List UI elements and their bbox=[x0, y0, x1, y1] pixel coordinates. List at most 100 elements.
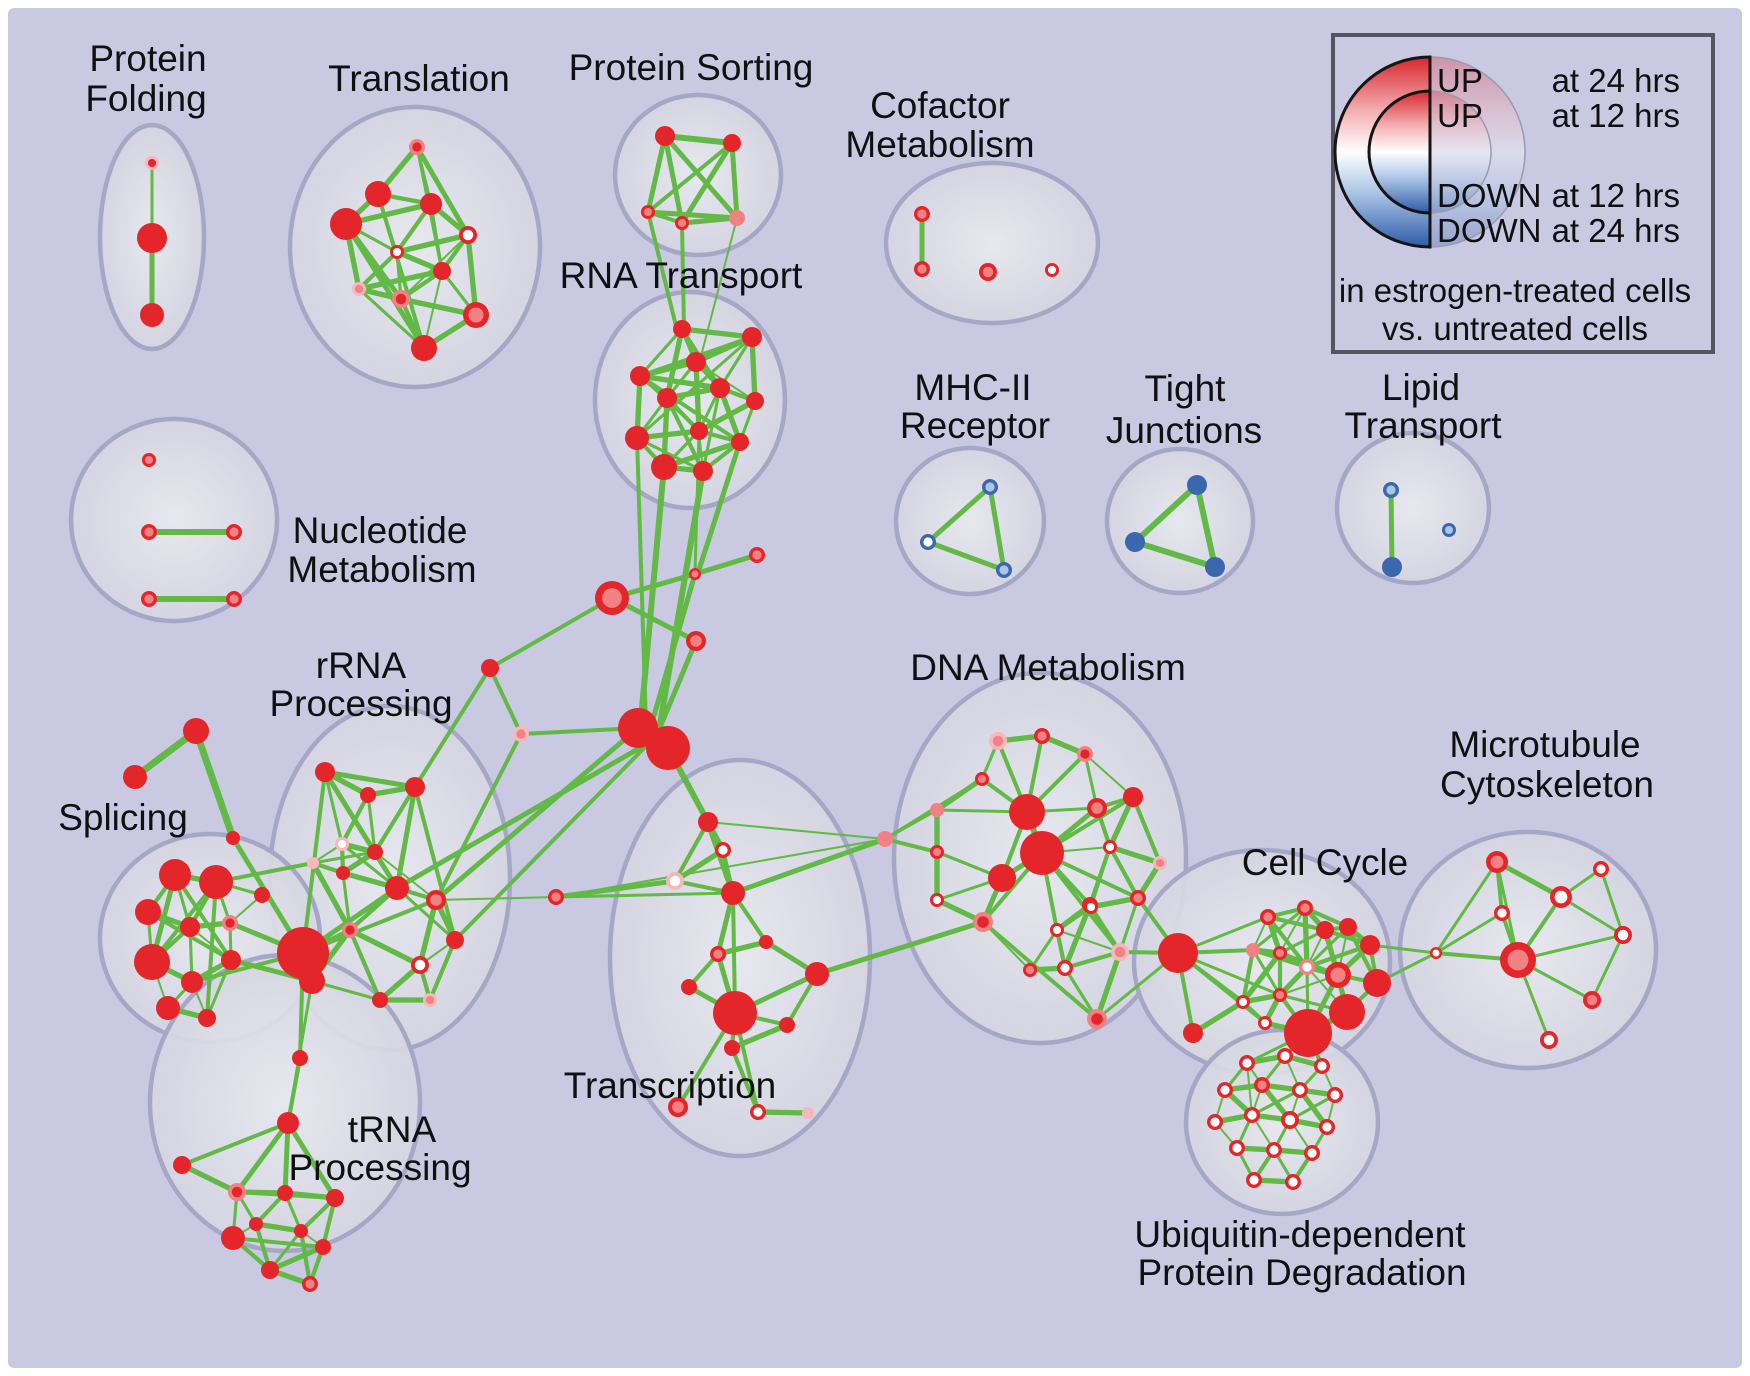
microtubule-cytoskeleton-node[interactable] bbox=[1494, 905, 1510, 921]
rna-transport-node[interactable] bbox=[625, 426, 649, 450]
dna-metabolism-node[interactable] bbox=[1057, 960, 1073, 976]
dna-metabolism-node[interactable] bbox=[1087, 1009, 1107, 1029]
rna-transport-node[interactable] bbox=[630, 366, 650, 386]
dna-metabolism-node[interactable] bbox=[1009, 794, 1045, 830]
rna-transport-node[interactable] bbox=[657, 388, 677, 408]
ubiquitin-degradation-node[interactable] bbox=[1229, 1140, 1245, 1156]
connector-node[interactable] bbox=[183, 718, 209, 744]
dna-metabolism-node[interactable] bbox=[1111, 943, 1129, 961]
nucleotide-metabolism-node[interactable] bbox=[142, 453, 156, 467]
ubiquitin-degradation-node[interactable] bbox=[1285, 1174, 1301, 1190]
translation-node[interactable] bbox=[459, 226, 477, 244]
ubiquitin-degradation-node[interactable] bbox=[1304, 1145, 1320, 1161]
cell-cycle-node[interactable] bbox=[1339, 918, 1357, 936]
rna-transport-node[interactable] bbox=[686, 352, 706, 372]
connector-node[interactable] bbox=[689, 568, 701, 580]
splicing-node[interactable] bbox=[254, 887, 270, 903]
trna-processing-node[interactable] bbox=[277, 1112, 299, 1134]
cell-cycle-node[interactable] bbox=[1284, 1009, 1332, 1057]
dna-metabolism-node[interactable] bbox=[1020, 831, 1064, 875]
splicing-node[interactable] bbox=[159, 859, 191, 891]
transcription-node[interactable] bbox=[805, 962, 829, 986]
translation-node[interactable] bbox=[330, 208, 362, 240]
rrna-processing-node[interactable] bbox=[342, 922, 358, 938]
rrna-processing-node[interactable] bbox=[335, 837, 349, 851]
microtubule-cytoskeleton-node[interactable] bbox=[1430, 947, 1442, 959]
trna-processing-node[interactable] bbox=[228, 1183, 246, 1201]
connector-node[interactable] bbox=[877, 831, 893, 847]
dna-metabolism-node[interactable] bbox=[1050, 923, 1064, 937]
dna-metabolism-node[interactable] bbox=[1103, 840, 1117, 854]
trna-processing-node[interactable] bbox=[315, 1239, 331, 1255]
protein-folding-node[interactable] bbox=[145, 156, 159, 170]
rrna-processing-node[interactable] bbox=[315, 762, 335, 782]
trna-processing-node[interactable] bbox=[294, 1224, 308, 1238]
lipid-transport-node[interactable] bbox=[1383, 482, 1399, 498]
rna-transport-node[interactable] bbox=[693, 461, 713, 481]
dna-metabolism-node[interactable] bbox=[975, 772, 989, 786]
dna-metabolism-node[interactable] bbox=[988, 864, 1016, 892]
dna-metabolism-node[interactable] bbox=[1130, 890, 1146, 906]
transcription-node[interactable] bbox=[668, 1097, 688, 1117]
rrna-processing-node[interactable] bbox=[423, 993, 437, 1007]
transcription-node[interactable] bbox=[724, 1040, 740, 1056]
transcription-node[interactable] bbox=[715, 842, 731, 858]
tight-junctions-node[interactable] bbox=[1125, 532, 1145, 552]
cell-cycle-node[interactable] bbox=[1236, 995, 1250, 1009]
nucleotide-metabolism-node[interactable] bbox=[141, 524, 157, 540]
cell-cycle-node[interactable] bbox=[1258, 1016, 1272, 1030]
cell-cycle-node[interactable] bbox=[1260, 909, 1276, 925]
cell-cycle-node[interactable] bbox=[1273, 988, 1287, 1002]
cofactor-metabolism-node[interactable] bbox=[914, 261, 930, 277]
microtubule-cytoskeleton-node[interactable] bbox=[1500, 942, 1536, 978]
splicing-node[interactable] bbox=[199, 865, 233, 899]
translation-node[interactable] bbox=[352, 282, 366, 296]
ubiquitin-degradation-node[interactable] bbox=[1266, 1142, 1282, 1158]
translation-node[interactable] bbox=[409, 139, 425, 155]
protein-sorting-node[interactable] bbox=[723, 134, 741, 152]
trna-processing-node[interactable] bbox=[261, 1261, 279, 1279]
rrna-processing-node[interactable] bbox=[426, 890, 446, 910]
splicing-node[interactable] bbox=[134, 944, 170, 980]
transcription-node[interactable] bbox=[713, 991, 757, 1035]
connector-node[interactable] bbox=[481, 659, 499, 677]
splicing-node[interactable] bbox=[135, 899, 161, 925]
microtubule-cytoskeleton-node[interactable] bbox=[1540, 1031, 1558, 1049]
splicing-node[interactable] bbox=[181, 971, 203, 993]
mhc-ii-receptor-node[interactable] bbox=[982, 479, 998, 495]
dna-metabolism-node[interactable] bbox=[1153, 856, 1167, 870]
cofactor-metabolism-node[interactable] bbox=[914, 206, 930, 222]
translation-node[interactable] bbox=[433, 262, 451, 280]
ubiquitin-degradation-node[interactable] bbox=[1281, 1111, 1299, 1129]
splicing-node[interactable] bbox=[222, 915, 238, 931]
transcription-node[interactable] bbox=[666, 872, 684, 890]
ubiquitin-degradation-node[interactable] bbox=[1254, 1077, 1270, 1093]
connector-node[interactable] bbox=[749, 547, 765, 563]
ubiquitin-degradation-node[interactable] bbox=[1292, 1082, 1308, 1098]
rna-transport-node[interactable] bbox=[690, 422, 708, 440]
dna-metabolism-node[interactable] bbox=[1084, 900, 1098, 914]
rna-transport-node[interactable] bbox=[651, 454, 677, 480]
trna-processing-node[interactable] bbox=[249, 1217, 263, 1231]
microtubule-cytoskeleton-node[interactable] bbox=[1486, 851, 1508, 873]
nucleotide-metabolism-node[interactable] bbox=[226, 591, 242, 607]
rrna-processing-node[interactable] bbox=[336, 866, 350, 880]
dna-metabolism-node[interactable] bbox=[1034, 728, 1050, 744]
cell-cycle-node[interactable] bbox=[1363, 969, 1391, 997]
rrna-processing-node[interactable] bbox=[367, 844, 383, 860]
rrna-processing-node[interactable] bbox=[372, 992, 388, 1008]
cell-cycle-node[interactable] bbox=[1297, 900, 1313, 916]
dna-metabolism-node[interactable] bbox=[1077, 746, 1093, 762]
transcription-node[interactable] bbox=[802, 1107, 814, 1119]
trna-processing-node[interactable] bbox=[221, 1226, 245, 1250]
rrna-processing-node[interactable] bbox=[277, 927, 329, 979]
translation-node[interactable] bbox=[411, 335, 437, 361]
trna-processing-node[interactable] bbox=[173, 1156, 191, 1174]
trna-processing-node[interactable] bbox=[302, 1276, 318, 1292]
rrna-processing-node[interactable] bbox=[446, 931, 464, 949]
cell-cycle-node[interactable] bbox=[1273, 946, 1287, 960]
transcription-node[interactable] bbox=[750, 1104, 766, 1120]
rna-transport-node[interactable] bbox=[710, 378, 730, 398]
dna-metabolism-node[interactable] bbox=[1023, 963, 1037, 977]
dna-metabolism-node[interactable] bbox=[1123, 787, 1143, 807]
